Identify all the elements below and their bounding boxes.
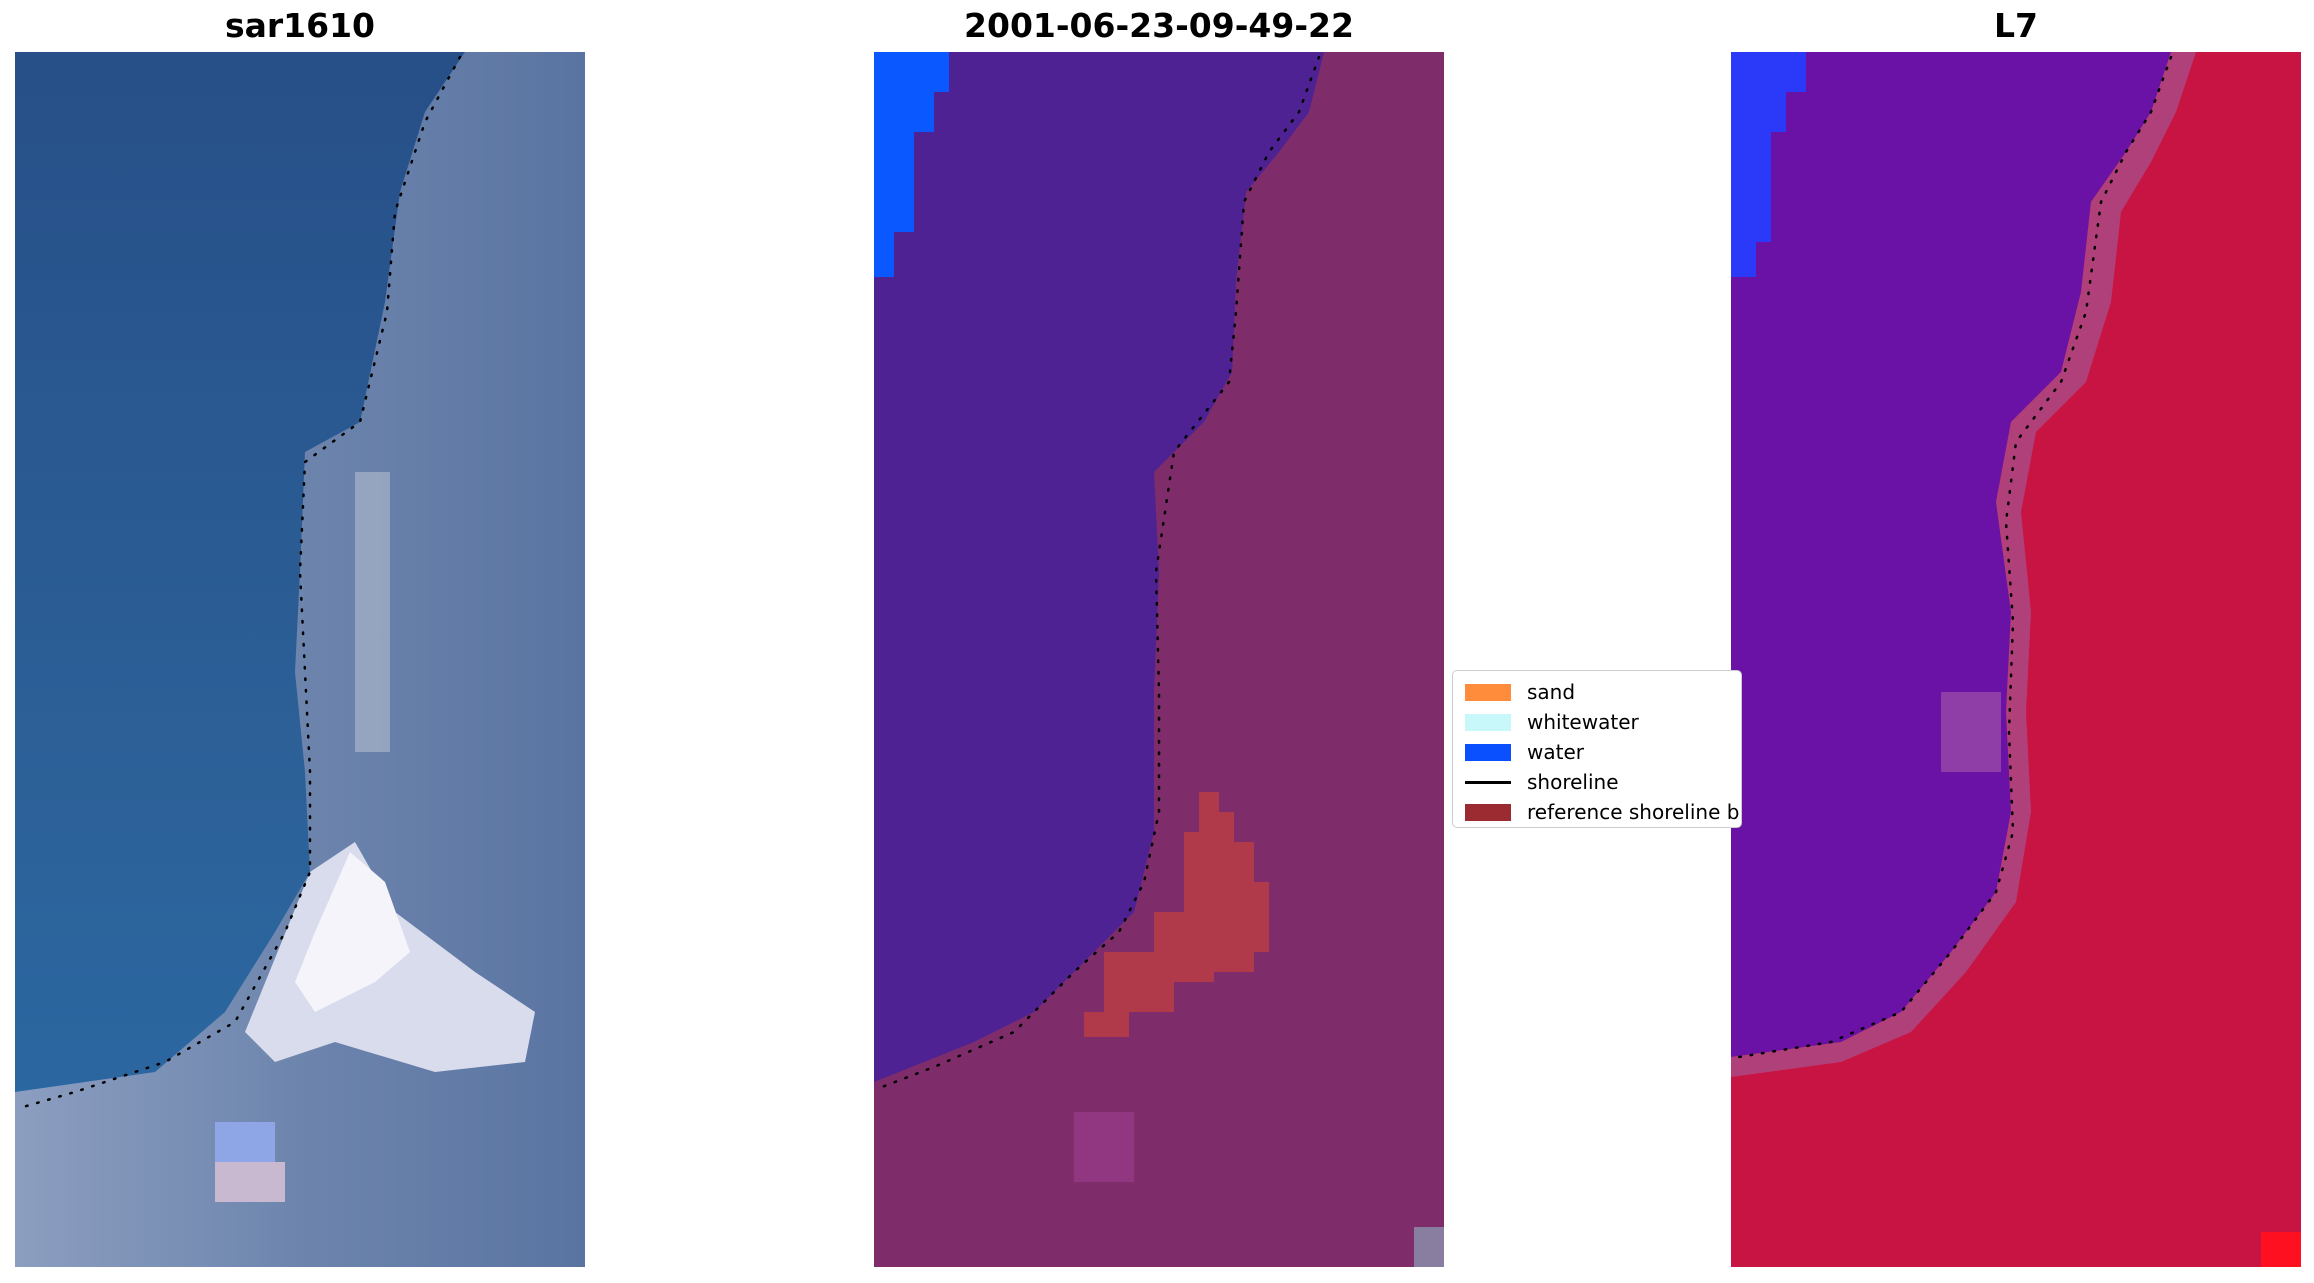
legend-swatch-sand <box>1465 683 1511 701</box>
panel-title-l7: L7 <box>1994 6 2038 45</box>
rgb-light-strip <box>355 472 390 752</box>
classification-image <box>874 52 1444 1267</box>
legend-swatch-water <box>1465 743 1511 761</box>
legend-label-whitewater: whitewater <box>1527 710 1639 734</box>
class-shoreline-dots <box>880 55 1321 1089</box>
legend-swatch-whitewater <box>1465 713 1511 731</box>
rgb-blue-patch <box>215 1122 275 1167</box>
class-buffer-area <box>1084 792 1269 1037</box>
legend-label-reference-shoreline-buffer: reference shoreline buffer <box>1527 800 1741 824</box>
class-water-area <box>874 52 1324 1082</box>
legend-label-shoreline: shoreline <box>1527 770 1619 794</box>
l7-shoreline-dots <box>1737 55 2173 1059</box>
legend-item-shoreline: shoreline <box>1459 767 1741 797</box>
legend-swatch-reference-shoreline-buffer <box>1465 803 1511 821</box>
legend-item-sand: sand <box>1459 677 1741 707</box>
l7-red-corner <box>2261 1232 2301 1267</box>
class-pink-patch <box>1074 1112 1134 1182</box>
legend-label-sand: sand <box>1527 680 1576 704</box>
legend-line-shoreline <box>1465 780 1511 784</box>
legend-item-reference-shoreline-buffer: reference shoreline buffer <box>1459 797 1741 827</box>
class-gray-corner <box>1414 1227 1444 1267</box>
legend: sand whitewater water shoreline referenc… <box>1452 670 1742 828</box>
l7-transition-band <box>1731 52 2196 1077</box>
l7-blue-patch <box>1731 52 1806 277</box>
legend-item-whitewater: whitewater <box>1459 707 1741 737</box>
l7-water-area <box>1731 52 2171 1057</box>
rgb-whitewater-patch <box>295 852 410 1012</box>
legend-label-water: water <box>1527 740 1584 764</box>
class-blue-water-patch <box>874 52 949 277</box>
rgb-shoreline-dots <box>21 55 462 1109</box>
panel-title-date: 2001-06-23-09-49-22 <box>964 6 1354 45</box>
panel-title-rgb: sar1610 <box>224 6 376 45</box>
rgb-image <box>15 52 585 1267</box>
legend-item-water: water <box>1459 737 1741 767</box>
rgb-pink-patch <box>215 1162 285 1202</box>
l7-light-patch <box>1941 692 2001 772</box>
l7-image <box>1731 52 2301 1267</box>
